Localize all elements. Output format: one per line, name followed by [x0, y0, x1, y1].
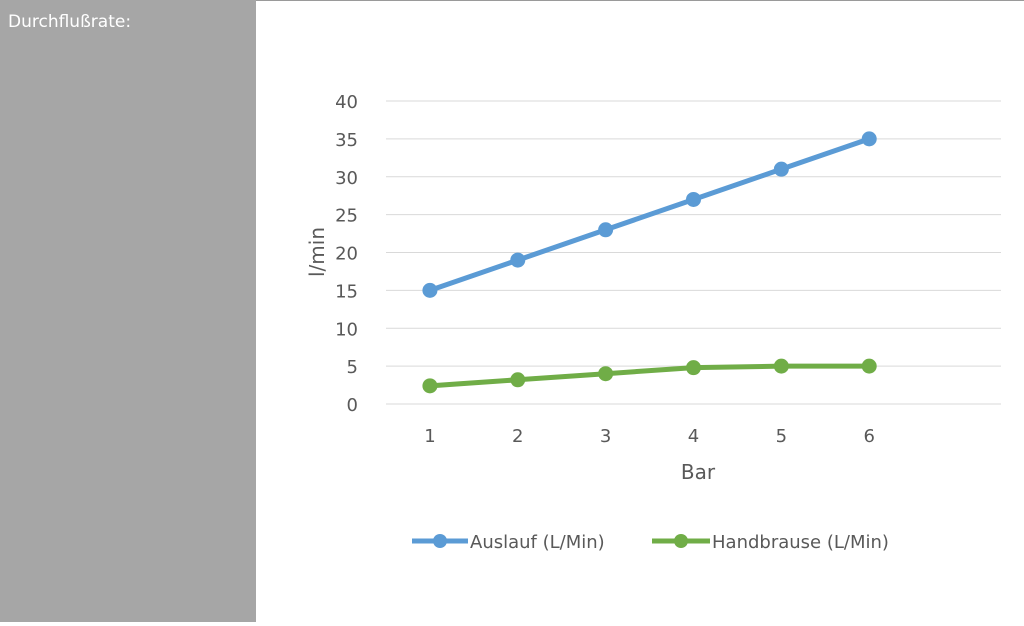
series-group [422, 131, 877, 394]
y-tick-label: 20 [335, 244, 358, 265]
chart-area: 0 5 10 15 20 25 30 35 40 1 2 3 4 5 6 l/min Bar Auslau… [256, 0, 1024, 622]
sidebar-panel: Durchflußrate: [0, 0, 256, 622]
y-tick-labels: 0 5 10 15 20 25 30 35 40 [335, 92, 358, 416]
y-tick-label: 5 [347, 357, 358, 378]
line-chart: 0 5 10 15 20 25 30 35 40 1 2 3 4 5 6 l/min Bar Auslau… [305, 92, 1001, 553]
legend-marker [433, 534, 447, 548]
series-line-2 [427, 363, 872, 389]
data-point [773, 358, 789, 374]
data-point [598, 222, 614, 238]
legend: Auslauf (L/Min) Handbrause (L/Min) [412, 532, 889, 553]
legend-item: Auslauf (L/Min) [412, 532, 605, 553]
top-divider [256, 0, 1024, 1]
data-point [598, 366, 614, 382]
y-axis-label: l/min [305, 227, 329, 277]
data-point [686, 191, 701, 207]
y-tick-label: 30 [335, 168, 358, 189]
gridlines [386, 100, 1001, 405]
series-line-1 [427, 136, 872, 293]
data-point [510, 372, 526, 388]
data-point [422, 378, 438, 394]
data-point [773, 161, 789, 177]
data-point [861, 131, 877, 147]
legend-label: Auslauf (L/Min) [470, 532, 605, 553]
data-point [510, 252, 526, 268]
x-tick-label: 5 [776, 426, 787, 447]
legend-marker [674, 534, 688, 548]
x-tick-label: 3 [600, 426, 611, 447]
x-tick-label: 2 [512, 426, 523, 447]
data-point [422, 282, 438, 298]
y-tick-label: 15 [335, 281, 358, 302]
x-tick-label: 1 [424, 426, 435, 447]
y-tick-label: 40 [335, 92, 358, 113]
x-tick-labels: 1 2 3 4 5 6 [424, 426, 875, 447]
y-tick-label: 25 [335, 206, 358, 227]
y-tick-label: 35 [335, 130, 358, 151]
sidebar-label: Durchflußrate: [8, 12, 132, 32]
legend-label: Handbrause (L/Min) [712, 532, 889, 553]
y-tick-label: 10 [335, 319, 358, 340]
x-tick-label: 6 [863, 426, 874, 447]
x-axis-label: Bar [681, 460, 716, 484]
legend-item: Handbrause (L/Min) [652, 532, 889, 553]
y-tick-label: 0 [347, 395, 358, 416]
data-point [686, 360, 701, 376]
data-point [861, 358, 877, 374]
x-tick-label: 4 [688, 426, 699, 447]
